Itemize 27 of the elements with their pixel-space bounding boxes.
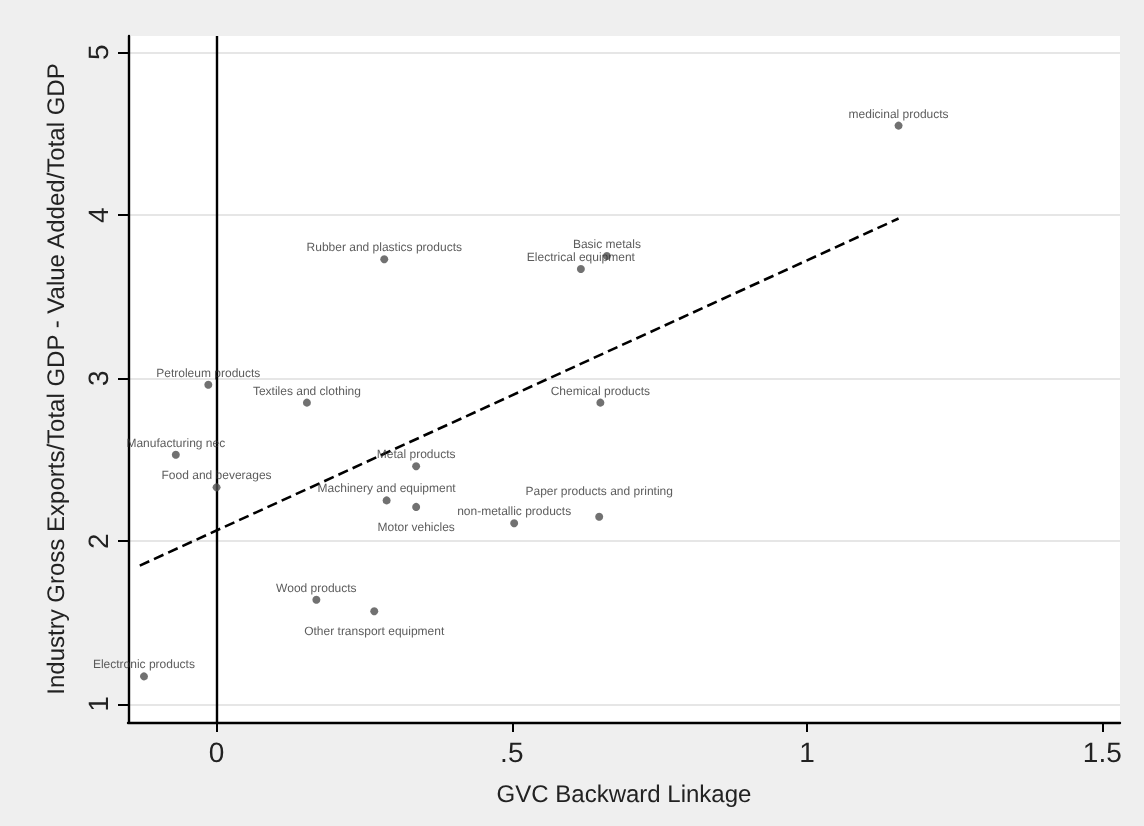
x-tick-label: 0 — [208, 736, 225, 768]
point — [382, 496, 391, 505]
y-axis-title: Industry Gross Exports/Total GDP - Value Added/Total GDP — [42, 63, 70, 695]
point — [139, 672, 148, 681]
point — [412, 462, 421, 471]
point — [370, 607, 379, 616]
point — [212, 483, 221, 492]
y-tick-label: 5 — [82, 44, 114, 61]
point — [380, 255, 389, 264]
y-tick-label: 4 — [82, 207, 114, 224]
y-tick-label: 1 — [82, 695, 114, 712]
x-tick-label: 1.5 — [1082, 736, 1123, 768]
x-tick-label: 1 — [799, 736, 816, 768]
y-tick-label: 2 — [82, 532, 114, 549]
x-tick-label: .5 — [500, 736, 524, 768]
point — [302, 398, 311, 407]
x-axis-title: GVC Backward Linkage — [496, 780, 753, 808]
point — [412, 502, 421, 511]
point — [596, 398, 605, 407]
point — [312, 595, 321, 604]
y-tick-label: 3 — [82, 369, 114, 386]
point — [595, 512, 604, 521]
point — [204, 380, 213, 389]
point — [894, 121, 903, 130]
point — [510, 519, 519, 528]
point — [171, 450, 180, 459]
point — [576, 265, 585, 274]
